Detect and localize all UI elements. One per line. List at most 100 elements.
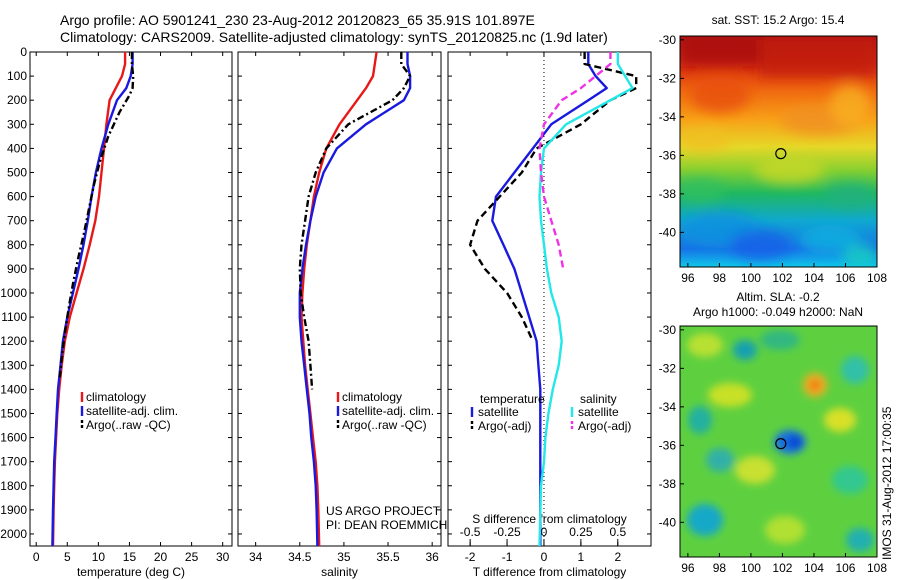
y-tick-label: 100 [7,69,27,83]
x-tick-label: 10 [92,550,106,564]
x-tick-label: 35.5 [376,550,400,564]
map-y-tick-label: -38 [659,187,677,201]
map-x-tick-label: 102 [772,271,792,285]
x-tick-label: 30 [216,550,230,564]
sst-heatmap [680,36,877,267]
map-y-tick-label: -30 [659,323,677,337]
y-tick-label: 1300 [0,358,27,372]
x-tick-label: 20 [154,550,168,564]
y-tick-label: 1200 [0,334,27,348]
difference-panel: -2 -1 0 1 2T difference from climatology -0.5… [447,51,652,579]
map-y-tick-label: -40 [659,515,677,529]
legend-label: Argo(-adj) [578,419,631,433]
temperature-panel: 0 5 10 15 20 25 30 temperature (deg C) 0 100 200 30… [0,45,233,579]
top-tick-label: -0.25 [493,525,521,539]
difference-frame [447,51,652,547]
series-line [468,52,638,342]
y-tick-label: 0 [20,45,27,59]
legend-label: satellite-adj. clim. [342,404,434,418]
legend-label: Argo(..raw -QC) [86,418,171,432]
map-y-tick-label: -30 [659,33,677,47]
map-y-tick-label: -34 [659,110,677,124]
top-tick-label: 0.25 [569,525,593,539]
map-x-tick-label: 100 [741,271,761,285]
legend-label: satellite [578,405,619,419]
x-tick-label: 25 [185,550,199,564]
map-y-tick-label: -36 [659,438,677,452]
top-tick-label: -0.5 [460,525,481,539]
y-tick-label: 400 [7,141,27,155]
legend-label: climatology [86,390,146,404]
sla-map-axes: 96 98 100 102 104 106 108 -30 -32 -34 -36 -38 -40 [659,323,888,575]
x-axis-label: temperature (deg C) [77,565,185,579]
map-y-tick-label: -34 [659,400,677,414]
y-tick-label: 1900 [0,503,27,517]
x-axis-label: salinity [321,565,358,579]
timestamp-stamp: IMOS 31-Aug-2012 17:00:35 [880,406,894,560]
sla-map-panel: Altim. SLA: -0.2 Argo h1000: -0.049 h200… [659,290,888,575]
legend-group-title: salinity [580,392,617,406]
map-x-tick-label: 96 [681,271,695,285]
x-tick-label: 15 [123,550,137,564]
project-credit: US ARGO PROJECT [326,504,441,518]
map-y-tick-label: -38 [659,477,677,491]
sst-map-axes: 96 98 100 102 104 106 108 -30 -32 -34 -36 -38 -40 [659,33,888,285]
map-y-tick-label: -36 [659,148,677,162]
series-line [491,52,608,546]
header-line-2: Climatology: CARS2009. Satellite-adjuste… [60,29,608,45]
y-tick-label: 200 [7,93,27,107]
x-tick-label: 0 [541,550,548,564]
salinity-frame [237,51,442,547]
map-x-tick-label: 98 [713,271,727,285]
series-line [538,52,634,547]
map-x-tick-label: 104 [804,561,824,575]
top-tick-label: 0.5 [609,525,626,539]
x-tick-label: 1 [578,550,585,564]
map-x-tick-label: 104 [804,271,824,285]
y-tick-label: 600 [7,190,27,204]
sst-map-title: sat. SST: 15.2 Argo: 15.4 [712,13,845,27]
map-x-tick-label: 108 [867,271,887,285]
y-tick-label: 1600 [0,431,27,445]
map-x-tick-label: 106 [835,561,855,575]
map-y-tick-label: -40 [659,225,677,239]
top-axis-label: S difference from climatology [472,512,627,526]
sla-map-title: Altim. SLA: -0.2 [736,290,820,304]
argo-position-marker [775,148,787,160]
series-line [300,51,378,547]
x-tick-label: 0 [33,550,40,564]
x-tick-label: 5 [64,550,71,564]
series-line [51,52,134,547]
x-tick-label: 34 [249,550,263,564]
x-tick-label: 36 [425,550,439,564]
map-y-tick-label: -32 [659,71,677,85]
temperature-frame [29,51,233,547]
salinity-panel: 34 34.5 35 35.5 36 salinity climatologysatelli… [237,51,442,579]
map-x-tick-label: 98 [713,561,727,575]
y-tick-label: 800 [7,238,27,252]
x-tick-label: 35 [337,550,351,564]
y-tick-label: 500 [7,165,27,179]
y-tick-label: 700 [7,214,27,228]
legend-label: Argo(-adj) [478,419,531,433]
x-tick-label: -2 [465,550,476,564]
y-tick-label: 900 [7,262,27,276]
series-line [298,52,412,390]
map-x-tick-label: 106 [835,271,855,285]
x-tick-label: 2 [614,550,621,564]
argo-position-marker [775,438,787,450]
y-tick-label: 1000 [0,286,27,300]
x-tick-label: -1 [502,550,513,564]
sst-map-panel: sat. SST: 15.2 Argo: 15.4 96 98 100 102 104 1… [659,13,888,285]
map-x-tick-label: 96 [681,561,695,575]
header-line-1: Argo profile: AO 5901241_230 23-Aug-2012… [60,12,535,28]
x-axis-label: T difference from climatology [473,565,627,579]
map-x-tick-label: 108 [867,561,887,575]
series-line [58,52,135,378]
map-x-tick-label: 100 [741,561,761,575]
y-tick-label: 1100 [1,310,27,324]
x-tick-label: 34.5 [288,550,312,564]
legend-group-title: temperature [480,392,545,406]
top-tick-label: 0 [541,525,548,539]
